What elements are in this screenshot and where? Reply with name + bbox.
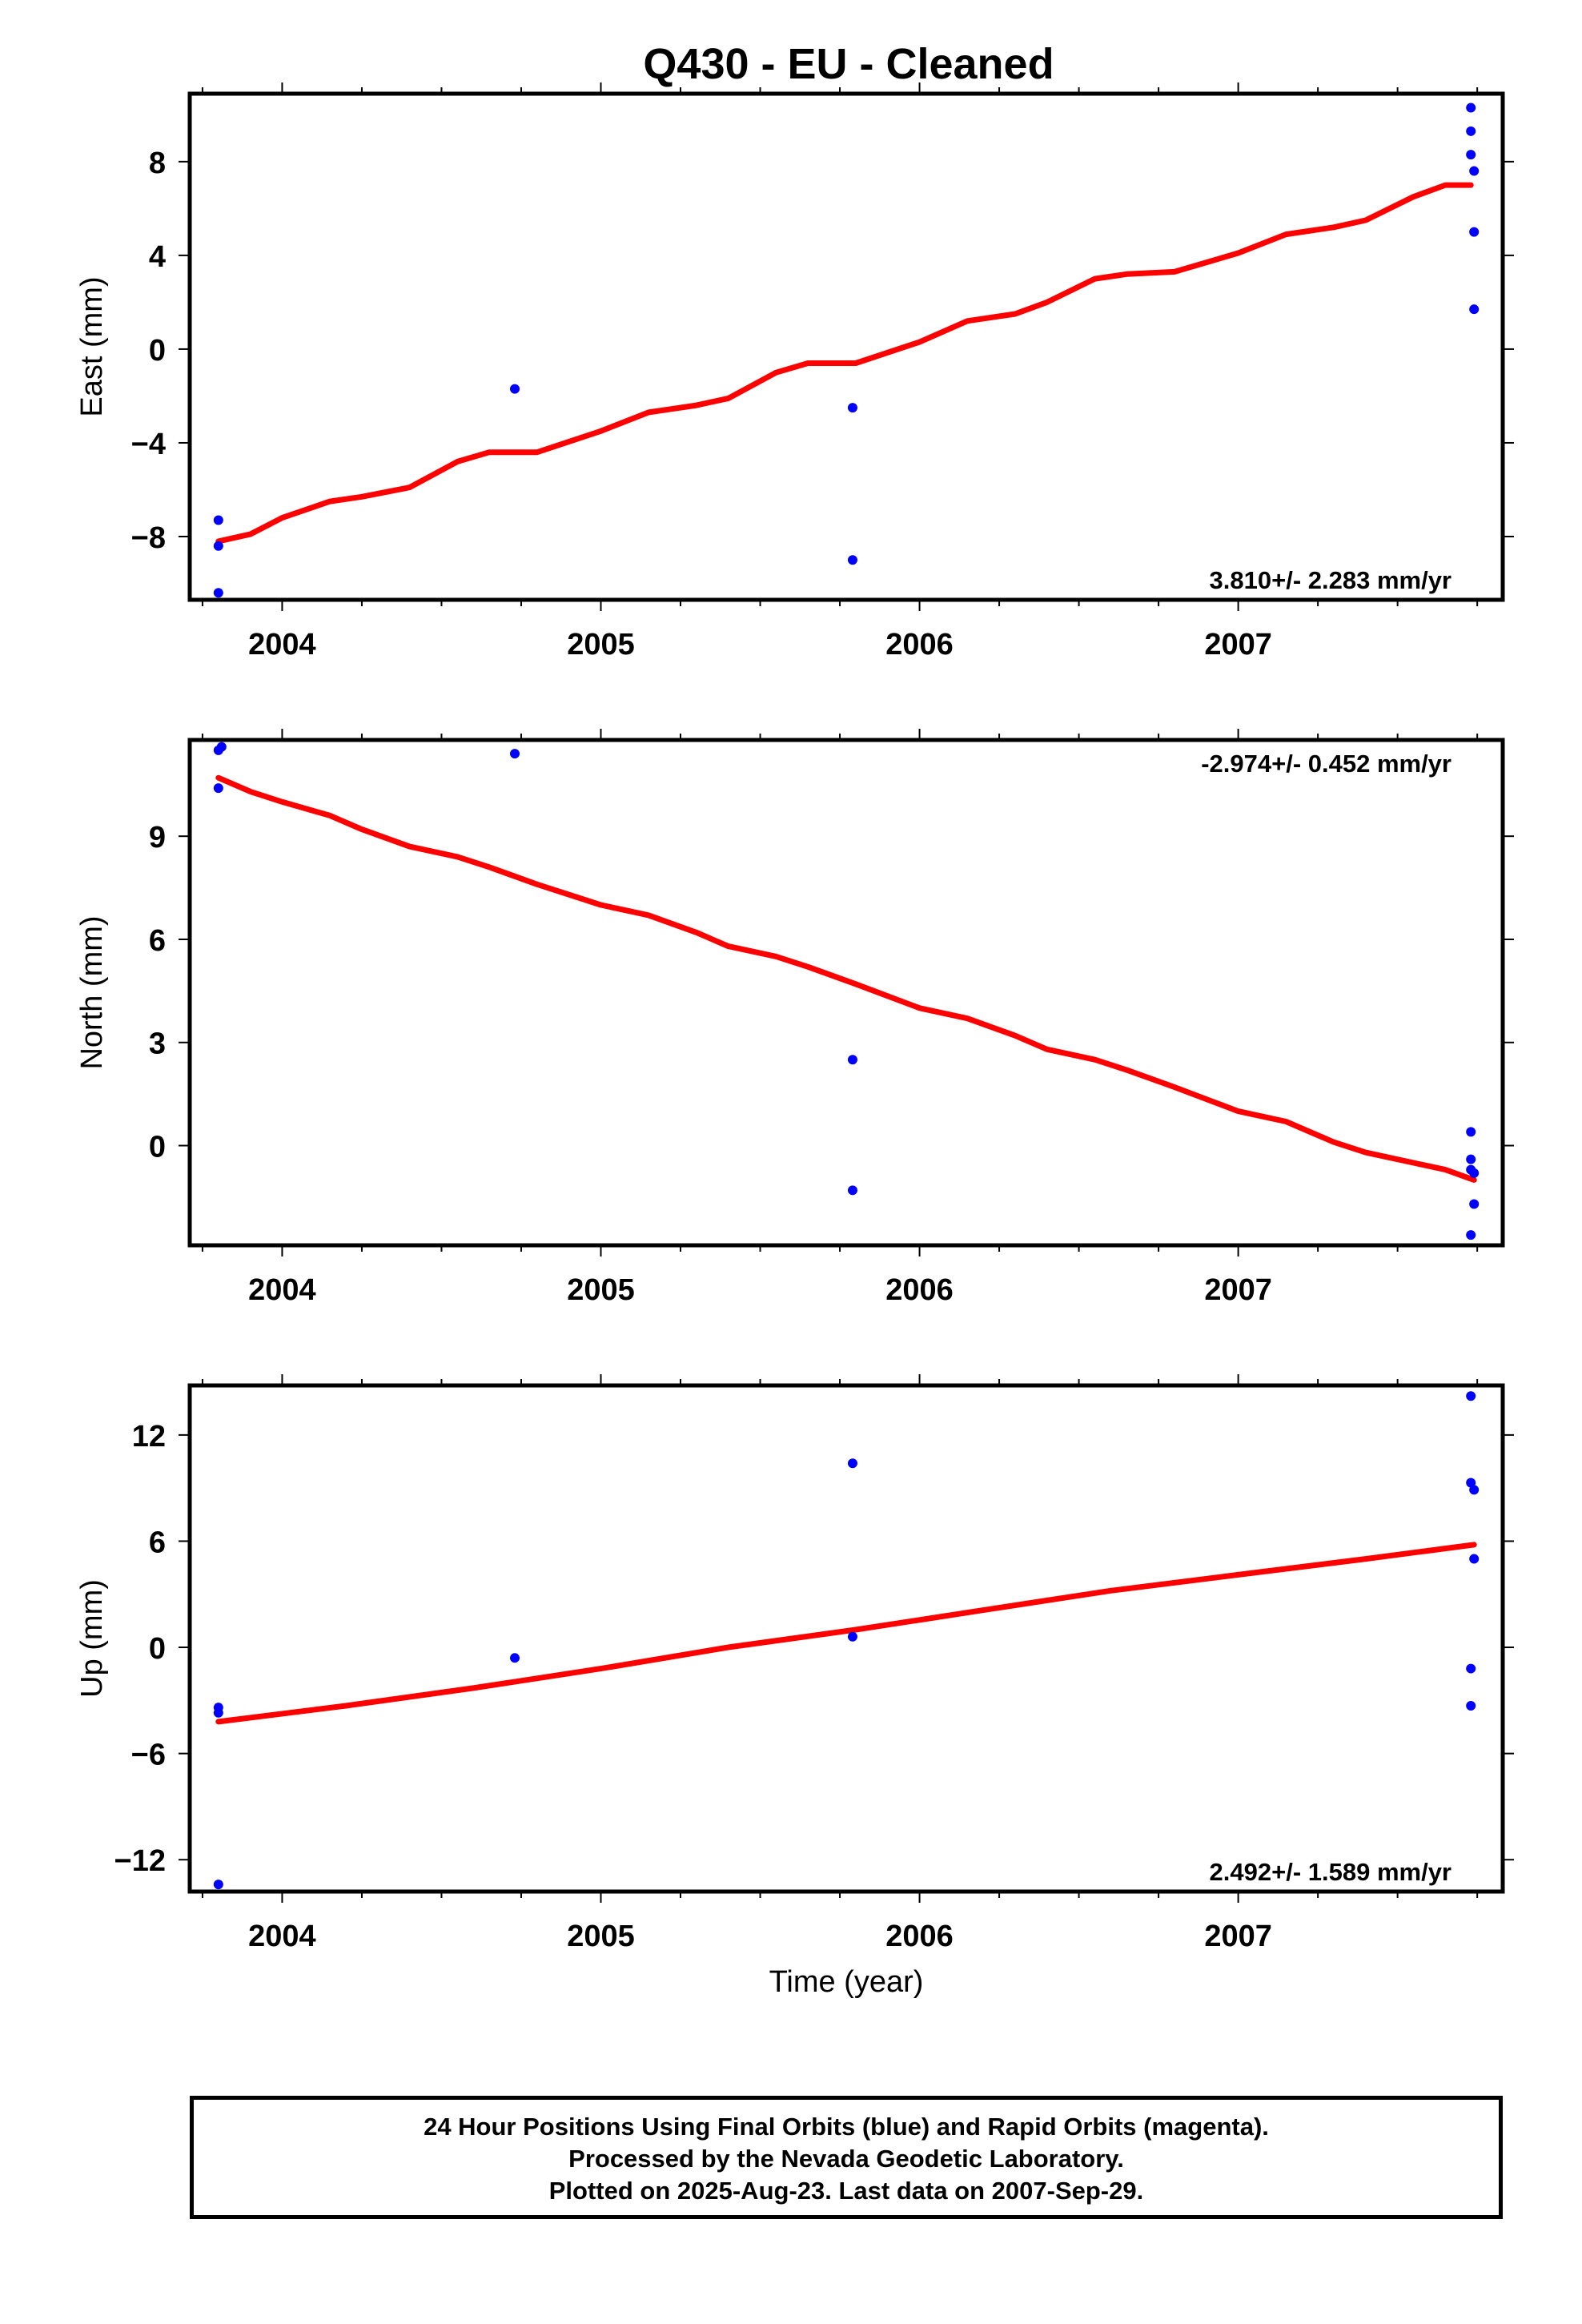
north-panel: 2004 2005 2006 2007 0 3 6 9 North (mm) -2.974+/- … xyxy=(75,729,1514,1307)
north-y-axis-label: North (mm) xyxy=(75,915,109,1069)
east-data-point xyxy=(1469,304,1480,315)
north-data-point xyxy=(1466,1127,1476,1137)
north-data-point xyxy=(1469,1199,1480,1209)
footer-line-2: Processed by the Nevada Geodetic Laborat… xyxy=(568,2145,1124,2173)
east-data-point xyxy=(1469,166,1480,176)
east-fit-line xyxy=(215,182,1474,545)
north-x-tick-label: 2006 xyxy=(885,1273,954,1307)
east-y-axis-label: East (mm) xyxy=(75,276,109,416)
up-x-tick-label: 2005 xyxy=(567,1920,635,1953)
up-y-axis-label: Up (mm) xyxy=(75,1579,109,1698)
up-data-point xyxy=(847,1631,857,1642)
east-x-tick-label: 2007 xyxy=(1204,628,1272,661)
up-y-tick-label: −6 xyxy=(131,1739,166,1772)
east-y-tick-label: 0 xyxy=(149,334,166,368)
up-y-tick-label: 12 xyxy=(132,1420,166,1454)
east-panel: 2004 2005 2006 2007 −8 −4 0 4 8 East (mm) 3.810+/-… xyxy=(75,82,1514,661)
east-data-point xyxy=(1466,126,1476,136)
east-x-tick-label: 2006 xyxy=(885,628,954,661)
footer-line-3: Plotted on 2025-Aug-23. Last data on 200… xyxy=(548,2177,1144,2205)
up-plot-frame xyxy=(187,1383,1505,1894)
up-rate-annotation: 2.492+/- 1.589 mm/yr xyxy=(1210,1858,1452,1886)
north-y-tick-label: 6 xyxy=(149,924,166,958)
up-data-point xyxy=(847,1458,857,1469)
up-y-tick-label: 0 xyxy=(149,1632,166,1666)
north-x-tick-label: 2007 xyxy=(1204,1273,1272,1307)
north-data-point xyxy=(213,783,223,794)
up-data-point xyxy=(213,1707,223,1718)
east-data-point xyxy=(510,384,520,394)
north-x-tick-label: 2004 xyxy=(248,1273,316,1307)
east-y-tick-label: −8 xyxy=(131,521,166,555)
north-rate-annotation: -2.974+/- 0.452 mm/yr xyxy=(1201,750,1452,778)
east-y-tick-label: 8 xyxy=(149,147,166,180)
up-data-point xyxy=(1469,1554,1480,1564)
east-data-point xyxy=(213,515,223,525)
up-y-tick-label: 6 xyxy=(149,1526,166,1559)
up-x-tick-label: 2006 xyxy=(885,1920,954,1953)
north-x-tick-label: 2005 xyxy=(567,1273,635,1307)
east-data-point xyxy=(213,541,223,551)
up-data-point xyxy=(1469,1485,1480,1495)
up-y-tick-label: −12 xyxy=(114,1844,166,1878)
north-data-point xyxy=(1466,1230,1476,1240)
up-panel: 2004 2005 2006 2007 −12 −6 0 6 12 Up (mm) Time (ye… xyxy=(75,1374,1514,1999)
up-x-tick-label: 2004 xyxy=(248,1920,316,1953)
east-plot-frame xyxy=(187,91,1505,602)
east-y-tick-label: −4 xyxy=(131,428,166,461)
chart-panels: 2004 2005 2006 2007 −8 −4 0 4 8 East (mm) 3.810+/-… xyxy=(75,82,1514,1999)
east-x-tick-label: 2004 xyxy=(248,628,316,661)
east-x-tick-label: 2005 xyxy=(567,628,635,661)
up-x-tick-label: 2007 xyxy=(1204,1920,1272,1953)
east-data-point xyxy=(1469,227,1480,237)
up-x-axis-label: Time (year) xyxy=(769,1965,924,1999)
north-data-point xyxy=(510,749,520,759)
north-fit-line xyxy=(215,774,1477,1183)
north-plot-frame xyxy=(187,738,1505,1248)
up-fit-line xyxy=(215,1542,1477,1725)
up-data-point xyxy=(1466,1700,1476,1711)
north-data-point xyxy=(847,1185,857,1196)
east-data-point xyxy=(1466,150,1476,160)
north-data-point xyxy=(216,742,227,752)
east-y-tick-label: 4 xyxy=(149,240,166,274)
east-rate-annotation: 3.810+/- 2.283 mm/yr xyxy=(1210,566,1452,594)
east-data-point xyxy=(847,555,857,565)
east-data-point xyxy=(847,403,857,413)
footer-box: 24 Hour Positions Using Final Orbits (bl… xyxy=(190,2096,1503,2219)
north-data-point xyxy=(1466,1154,1476,1164)
up-data-point xyxy=(510,1653,520,1663)
up-data-point xyxy=(213,1880,223,1890)
north-data-point xyxy=(847,1055,857,1065)
up-data-point xyxy=(1466,1391,1476,1401)
up-data-point xyxy=(1466,1663,1476,1674)
east-data-point xyxy=(1466,103,1476,113)
footer-line-1: 24 Hour Positions Using Final Orbits (bl… xyxy=(424,2113,1269,2141)
north-y-tick-label: 9 xyxy=(149,821,166,854)
north-y-tick-label: 0 xyxy=(149,1131,166,1164)
figure-title: Q430 - EU - Cleaned xyxy=(643,40,1054,88)
north-y-tick-label: 3 xyxy=(149,1027,166,1061)
east-data-point xyxy=(213,588,223,598)
north-data-point xyxy=(1469,1168,1480,1178)
